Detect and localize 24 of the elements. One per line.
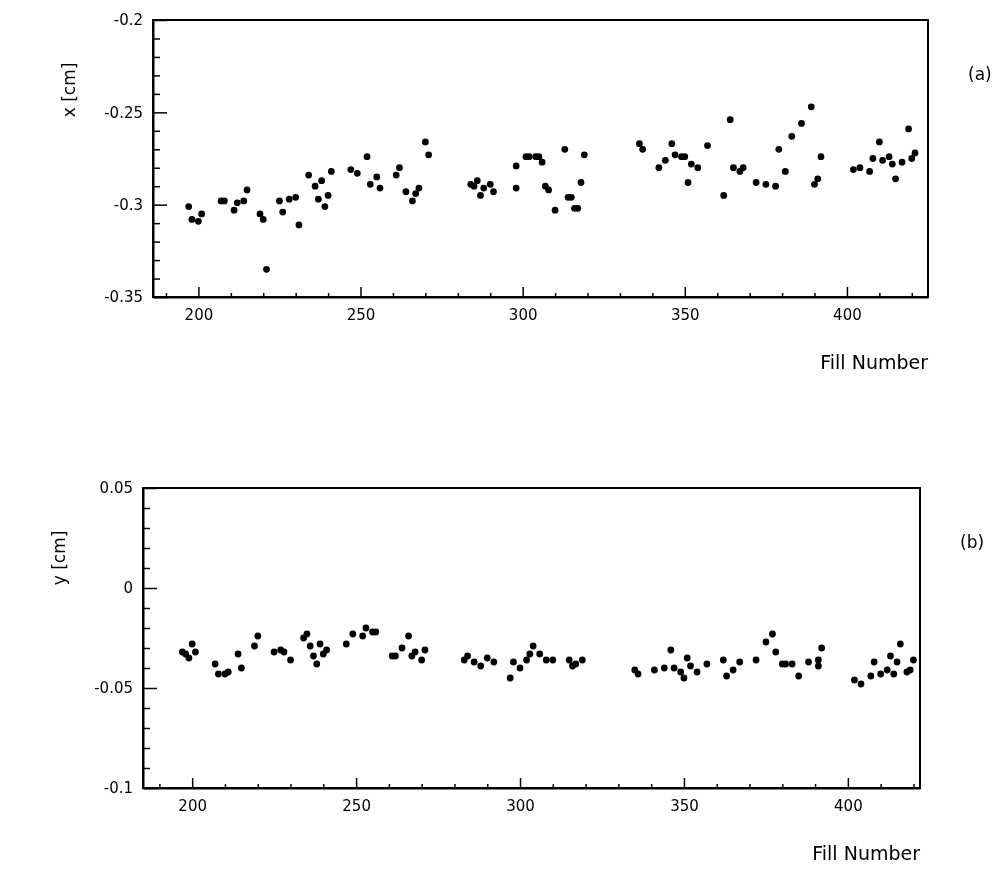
y-tick-label: 0.05 <box>99 479 133 498</box>
text: (b) <box>960 532 985 552</box>
x-tick-label: 400 <box>834 796 863 815</box>
x-tick-label: 200 <box>184 305 214 324</box>
x-axis-title: Fill Number <box>820 351 929 373</box>
y-tick-label: -0.3 <box>113 195 143 214</box>
text: (a) <box>968 64 992 84</box>
x-axis-title: Fill Number <box>812 842 921 864</box>
x-tick-label: 300 <box>506 796 535 815</box>
x-tick-label: 300 <box>508 305 538 324</box>
x-tick-label: 250 <box>342 796 371 815</box>
x-tick-label: 350 <box>670 305 700 324</box>
y-tick-label: -0.1 <box>103 779 133 798</box>
x-tick-label: 400 <box>833 305 862 324</box>
x-tick-label: 350 <box>670 796 699 815</box>
y-tick-label: -0.2 <box>113 11 143 30</box>
y-tick-label: 0 <box>123 579 133 598</box>
y-tick-label: -0.35 <box>104 288 143 307</box>
y-axis-title: y [cm] <box>49 530 69 586</box>
x-tick-label: 250 <box>346 305 376 324</box>
x-tick-label: 200 <box>178 796 207 815</box>
y-tick-label: -0.25 <box>104 103 143 122</box>
y-axis-title: x [cm] <box>59 62 79 118</box>
y-tick-label: -0.05 <box>94 679 133 698</box>
